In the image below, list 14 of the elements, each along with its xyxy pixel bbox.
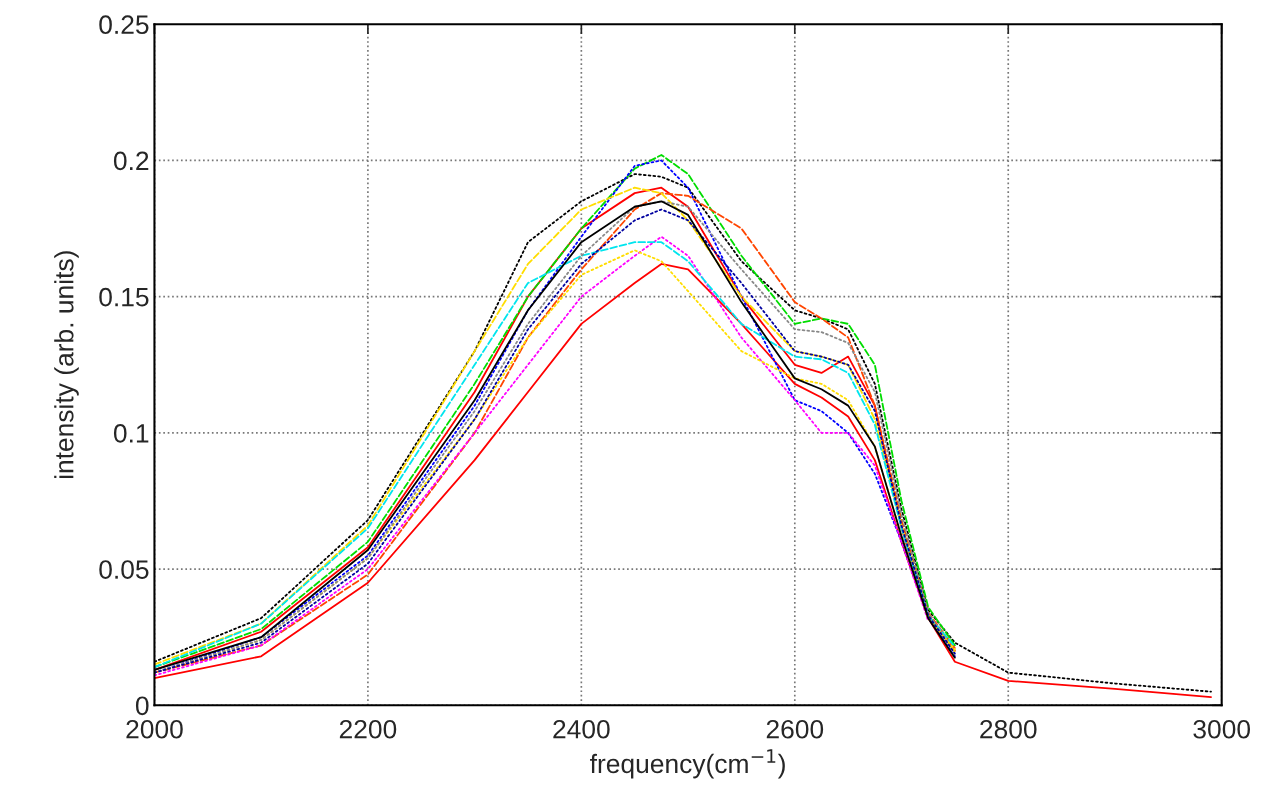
y-tick-label: 0.2 [113, 151, 149, 171]
x-tick-label: 2200 [339, 719, 397, 739]
y-tick-label: 0.05 [99, 560, 149, 579]
y-tick-label: 0 [135, 696, 149, 716]
y-tick-label: 0.1 [113, 424, 149, 443]
y-tick-label: 0.25 [99, 15, 149, 35]
x-tick-label: 3000 [1193, 719, 1251, 739]
x-tick-label: 2400 [553, 719, 610, 739]
x-tick-label: 2800 [980, 719, 1037, 739]
y-axis-title: intensity (arb. units) [54, 251, 79, 479]
x-tick-label: 2000 [126, 719, 183, 739]
x-axis-title: frequency(cm$^{−1}$) [590, 749, 785, 779]
y-tick-label: 0.15 [99, 287, 149, 307]
x-tick-label: 2600 [766, 719, 824, 739]
